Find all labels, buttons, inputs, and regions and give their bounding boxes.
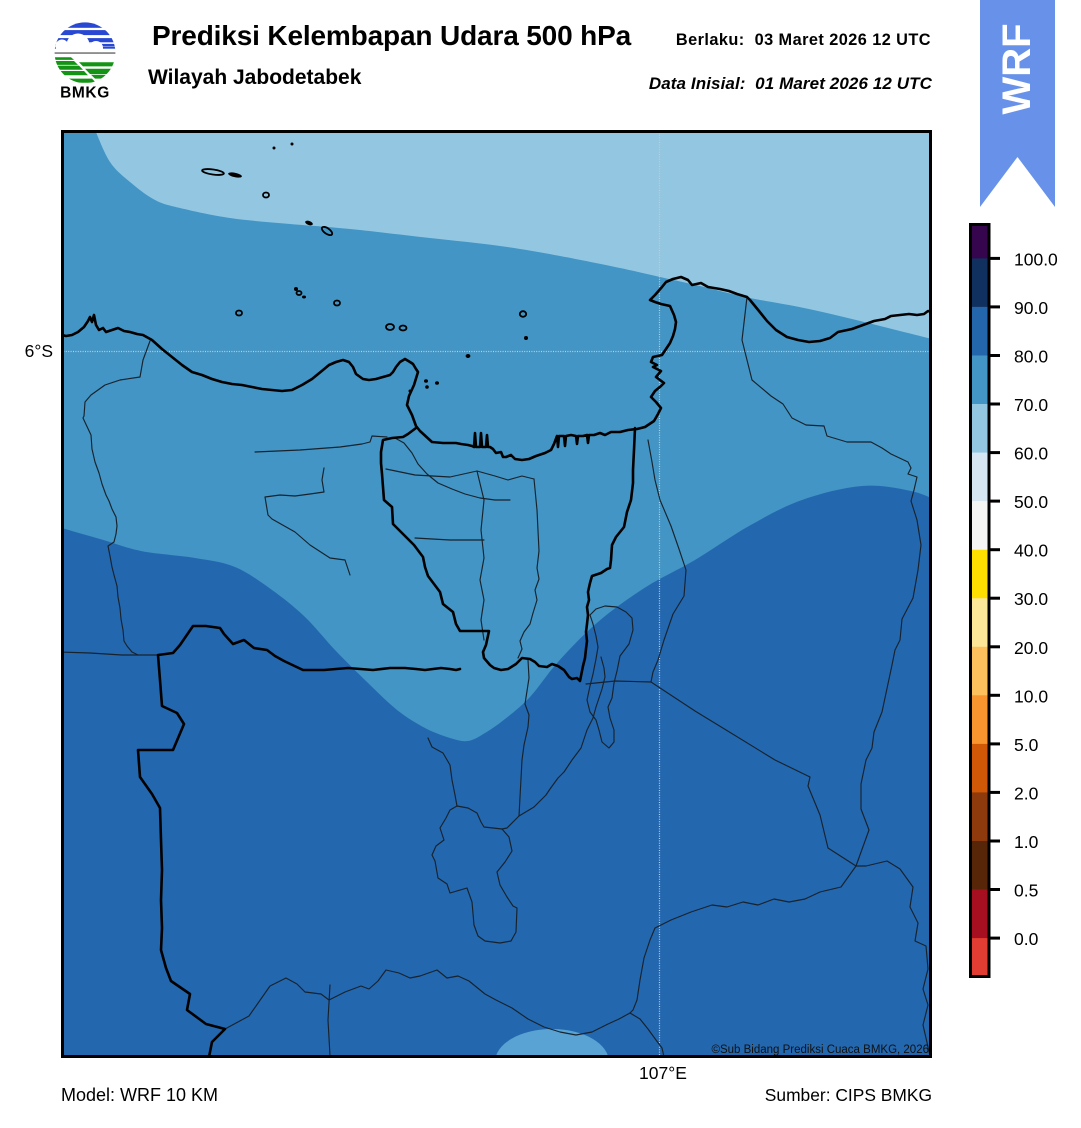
svg-text:60.0: 60.0 (1014, 444, 1048, 464)
svg-text:BMKG: BMKG (60, 85, 110, 101)
svg-text:WRF: WRF (995, 23, 1039, 114)
svg-text:10.0: 10.0 (1014, 686, 1048, 706)
svg-text:2.0: 2.0 (1014, 783, 1039, 803)
svg-text:90.0: 90.0 (1014, 298, 1048, 318)
svg-text:5.0: 5.0 (1014, 735, 1039, 755)
svg-text:30.0: 30.0 (1014, 589, 1048, 609)
svg-text:©Sub Bidang Prediksi Cuaca BMK: ©Sub Bidang Prediksi Cuaca BMKG, 2026 (711, 1044, 929, 1056)
svg-text:1.0: 1.0 (1014, 832, 1039, 852)
svg-text:80.0: 80.0 (1014, 347, 1048, 367)
svg-text:0.5: 0.5 (1014, 881, 1038, 901)
svg-text:70.0: 70.0 (1014, 395, 1048, 415)
svg-text:100.0: 100.0 (1014, 249, 1058, 269)
svg-text:20.0: 20.0 (1014, 638, 1048, 658)
svg-text:50.0: 50.0 (1014, 492, 1048, 512)
svg-text:40.0: 40.0 (1014, 541, 1048, 561)
svg-text:0.0: 0.0 (1014, 929, 1039, 949)
